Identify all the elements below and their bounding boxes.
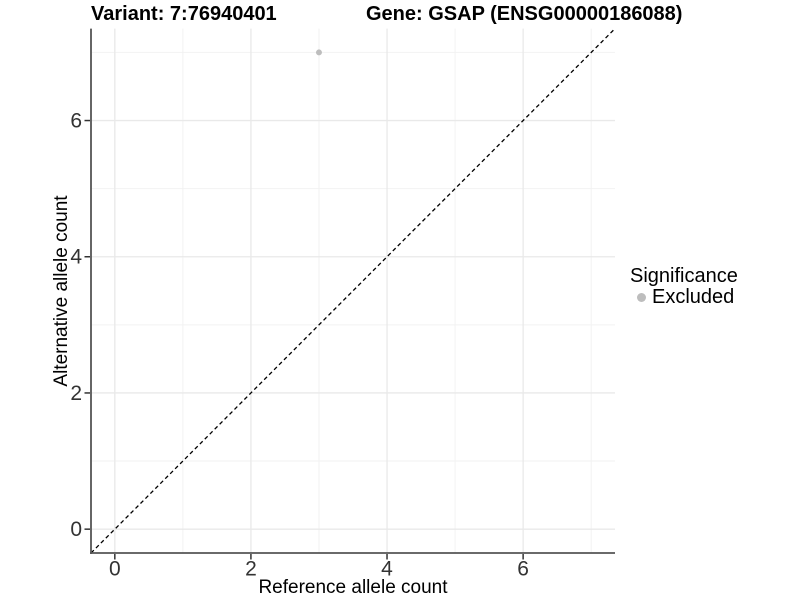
- legend-item-label: Excluded: [652, 286, 735, 308]
- plot-title-gene: Gene: GSAP (ENSG00000186088): [366, 3, 683, 25]
- legend-title: Significance: [630, 265, 738, 287]
- legend: Significance Excluded: [630, 265, 738, 308]
- identity-reference-line: [90, 28, 616, 554]
- y-tick-label: 4: [70, 246, 82, 269]
- excluded-point-icon: [637, 293, 646, 302]
- x-tick-label: 2: [245, 558, 257, 581]
- legend-item-excluded: Excluded: [630, 287, 738, 308]
- y-tick-label: 6: [70, 110, 82, 133]
- y-axis-title: Alternative allele count: [51, 195, 72, 387]
- plot-title-variant: Variant: 7:76940401: [91, 3, 277, 25]
- y-tick-label: 2: [70, 382, 82, 405]
- data-point-excluded: [315, 49, 322, 56]
- y-tick-label: 0: [70, 518, 82, 541]
- x-tick-label: 6: [517, 558, 529, 581]
- x-axis-title: Reference allele count: [258, 577, 448, 598]
- x-tick-label: 0: [109, 558, 121, 581]
- x-tick-label: 4: [381, 558, 393, 581]
